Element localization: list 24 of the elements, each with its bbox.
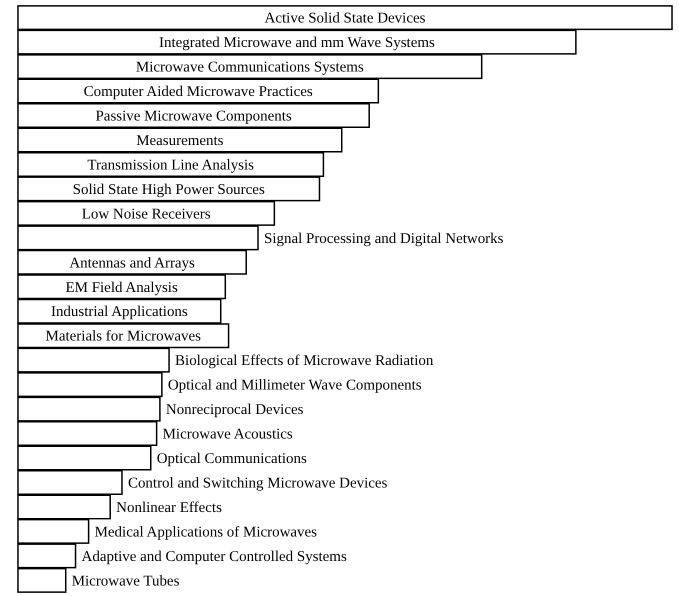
- y-tick-label: EM Field Analysis: [66, 280, 178, 296]
- y-tick-label: Materials for Microwaves: [46, 328, 202, 345]
- y-tick-label: Transmission Line Analysis: [87, 157, 254, 174]
- y-tick-label: Microwave Communications Systems: [136, 60, 364, 76]
- y-tick-label: Adaptive and Computer Controlled Systems: [82, 548, 347, 565]
- y-tick-label: Solid State High Power Sources: [72, 182, 265, 198]
- y-tick-label: Medical Applications of Microwaves: [94, 524, 318, 540]
- y-tick-label: Measurements: [136, 132, 224, 149]
- y-tick-label: Optical and Millimeter Wave Components: [168, 378, 422, 394]
- y-tick-label: Passive Microwave Components: [95, 108, 292, 125]
- y-tick-label: Biological Effects of Microwave Radiation: [175, 353, 434, 370]
- y-tick-label: Antennas and Arrays: [69, 255, 196, 272]
- y-tick-label: Industrial Applications: [50, 304, 188, 320]
- y-tick-label: Nonreciprocal Devices: [166, 402, 304, 418]
- y-tick-label: Low Noise Receivers: [82, 206, 211, 222]
- y-tick-label: Signal Processing and Digital Networks: [264, 230, 504, 247]
- y-tick-label: Microwave Acoustics: [162, 426, 293, 443]
- y-tick-label: Nonlinear Effects: [116, 500, 222, 516]
- y-tick-label: Integrated Microwave and mm Wave Systems: [159, 35, 435, 52]
- y-tick-label: Microwave Tubes: [72, 573, 180, 590]
- y-tick-label: Active Solid State Devices: [264, 10, 426, 27]
- y-tick-label: Control and Switching Microwave Devices: [128, 475, 388, 492]
- y-tick-label: Computer Aided Microwave Practices: [84, 84, 313, 100]
- y-tick-label: Optical Communications: [156, 451, 307, 468]
